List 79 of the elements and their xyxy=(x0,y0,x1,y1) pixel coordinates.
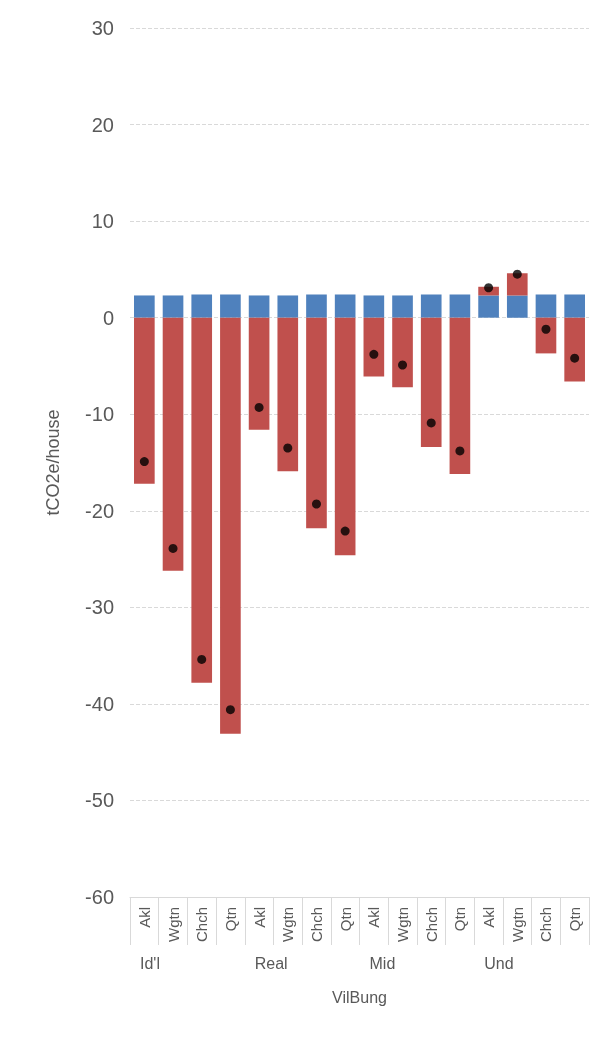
bar xyxy=(392,317,413,388)
bar xyxy=(277,317,299,472)
x-tick-label: Akl xyxy=(135,907,153,928)
x-tick-label: Akl xyxy=(250,907,268,928)
bar xyxy=(564,317,585,382)
y-tick-label: -10 xyxy=(85,403,114,426)
bar xyxy=(449,317,471,475)
y-tick-label: 0 xyxy=(102,306,114,329)
x-tick-label: Chch xyxy=(307,907,325,943)
point xyxy=(197,654,207,664)
text: Und xyxy=(484,954,514,972)
x-tick-label: Qtn xyxy=(221,907,239,932)
x-tick-label: Wgtn xyxy=(508,907,526,943)
x-axis-title: VilBung xyxy=(332,988,387,1006)
bar xyxy=(564,294,585,318)
bar xyxy=(535,294,557,318)
point xyxy=(225,705,235,715)
point xyxy=(340,526,350,536)
bar xyxy=(306,317,327,529)
y-tick-label: -30 xyxy=(85,596,114,619)
bar xyxy=(277,295,299,318)
point xyxy=(426,418,436,428)
text: Mid xyxy=(369,954,396,972)
bar xyxy=(191,317,213,683)
bar xyxy=(535,317,557,354)
bar xyxy=(306,294,327,318)
point xyxy=(484,283,494,293)
text: Real xyxy=(254,954,288,972)
x-tick-label: Chch xyxy=(193,907,211,943)
point xyxy=(254,402,264,412)
y-tick-label: -50 xyxy=(85,789,114,812)
bar xyxy=(162,317,184,571)
bar xyxy=(420,317,442,448)
bar xyxy=(220,294,241,318)
bar xyxy=(363,317,385,377)
text: Id'l xyxy=(140,954,160,972)
point xyxy=(455,446,465,456)
point xyxy=(541,324,551,334)
bar xyxy=(248,295,270,318)
bar xyxy=(334,294,356,318)
bar xyxy=(478,295,499,318)
point xyxy=(283,443,293,453)
y-tick-label: -40 xyxy=(85,692,114,715)
bar xyxy=(248,317,270,430)
point xyxy=(168,543,178,553)
x-tick-label: Wgtn xyxy=(394,907,412,943)
y-axis-title: tCO2e/house xyxy=(43,409,63,516)
point xyxy=(570,353,580,363)
y-tick-label: -60 xyxy=(85,886,114,908)
bar xyxy=(220,317,241,734)
bar xyxy=(363,295,385,318)
x-tick-label: Qtn xyxy=(451,907,469,932)
y-tick-label: -20 xyxy=(85,499,114,522)
x-tick-label: Chch xyxy=(537,907,555,943)
y-tick-label: 10 xyxy=(91,210,114,233)
x-tick-label: Akl xyxy=(365,907,383,928)
x-tick-label: Qtn xyxy=(336,907,354,932)
bar xyxy=(134,295,155,318)
point xyxy=(369,349,379,359)
y-tick-label: 20 xyxy=(91,113,114,136)
bar xyxy=(392,295,413,318)
x-tick-label: Akl xyxy=(480,907,498,928)
point xyxy=(311,499,321,509)
point xyxy=(398,360,408,370)
bar xyxy=(134,317,155,484)
bar xyxy=(449,294,471,318)
bar xyxy=(162,295,184,318)
bar xyxy=(191,294,213,318)
point xyxy=(512,269,522,279)
x-tick-label: Wgtn xyxy=(279,907,297,943)
bar xyxy=(506,273,528,296)
bar xyxy=(506,295,528,318)
x-tick-label: Qtn xyxy=(566,907,584,932)
bar xyxy=(420,294,442,318)
y-tick-label: 30 xyxy=(91,17,114,39)
bar xyxy=(334,317,356,556)
point xyxy=(139,457,149,467)
x-tick-label: Wgtn xyxy=(164,907,182,943)
x-tick-label: Chch xyxy=(422,907,440,943)
